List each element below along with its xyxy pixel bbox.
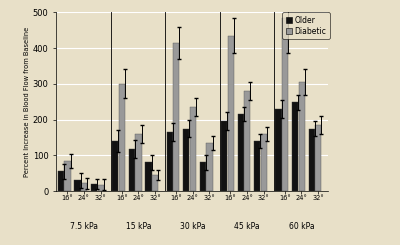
Bar	[145, 162, 152, 191]
Bar	[282, 18, 288, 191]
Bar	[58, 172, 64, 191]
Bar	[206, 143, 213, 191]
Bar	[244, 91, 250, 191]
Bar	[292, 102, 298, 191]
Bar	[64, 161, 70, 191]
Bar	[298, 82, 305, 191]
Bar	[152, 175, 158, 191]
Bar	[129, 149, 135, 191]
Bar	[74, 180, 81, 191]
Text: 15 kPa: 15 kPa	[126, 222, 151, 231]
Bar	[261, 134, 267, 191]
Bar	[112, 141, 118, 191]
Bar	[228, 36, 234, 191]
Bar	[254, 141, 260, 191]
Bar	[183, 128, 190, 191]
Text: 60 kPa: 60 kPa	[289, 222, 314, 231]
Bar	[119, 84, 125, 191]
Bar	[315, 125, 322, 191]
Bar	[308, 128, 315, 191]
Bar	[200, 162, 206, 191]
Bar	[173, 43, 179, 191]
Text: 30 kPa: 30 kPa	[180, 222, 206, 231]
Bar	[190, 107, 196, 191]
Text: 45 kPa: 45 kPa	[234, 222, 260, 231]
Bar	[98, 185, 104, 191]
Bar	[221, 121, 227, 191]
Bar	[135, 134, 142, 191]
Bar	[166, 132, 173, 191]
Legend: Older, Diabetic: Older, Diabetic	[282, 12, 330, 39]
Bar	[81, 183, 87, 191]
Bar	[275, 109, 282, 191]
Text: 7.5 kPa: 7.5 kPa	[70, 222, 98, 231]
Bar	[91, 184, 97, 191]
Bar	[238, 114, 244, 191]
Y-axis label: Percent Increase in Blood Flow from Baseline: Percent Increase in Blood Flow from Base…	[24, 26, 30, 177]
